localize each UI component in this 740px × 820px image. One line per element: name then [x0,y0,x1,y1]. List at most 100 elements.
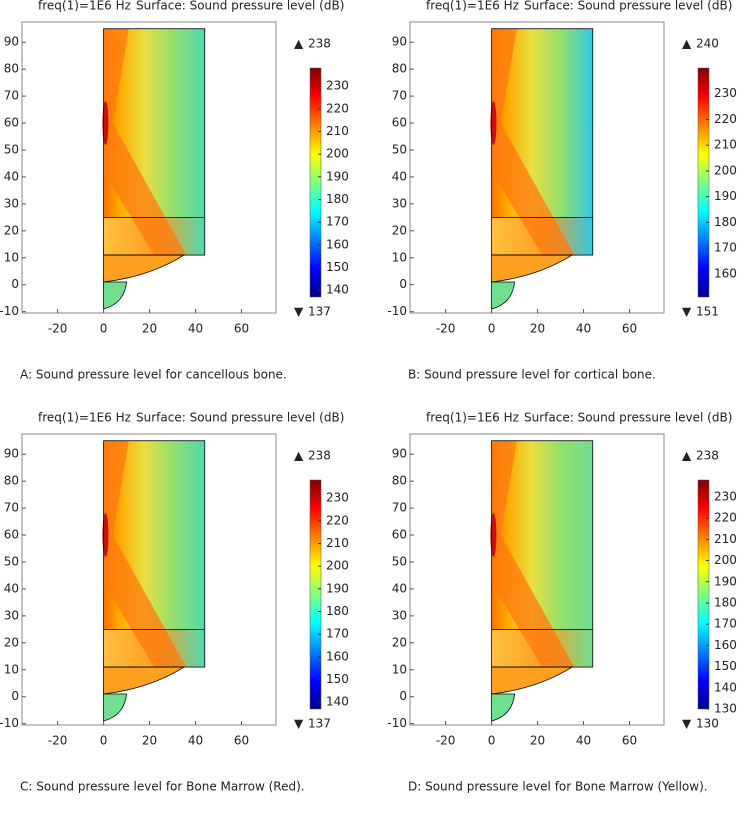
transducer-region [103,254,186,283]
y-tick-label: 70 [4,501,19,515]
field-beam [103,440,187,668]
max-glyph: ▲ [682,37,692,51]
colorbar-tick-label: 230 [326,79,349,93]
colorbar-tick-label: 200 [326,147,349,161]
colorbar-tick-label: 170 [326,215,349,229]
colorbar-tick-label: 200 [714,553,737,567]
y-tick-label: 40 [4,581,19,595]
y-tick-label: 60 [392,116,407,130]
y-tick-label: 80 [392,62,407,76]
x-tick-label: -20 [48,734,68,748]
colorbar-tick-label: 180 [326,604,349,618]
caption: C: Sound pressure level for Bone Marrow … [20,780,305,794]
x-tick-label: 60 [234,322,249,336]
y-tick-label: -10 [387,304,407,318]
y-tick-label: 20 [4,223,19,237]
colorbar-tick-label: 230 [714,489,737,503]
x-tick-label: 40 [576,322,591,336]
min-glyph: ▼ [294,305,304,319]
panel: freq(1)=1E6 Hz Surface: Sound pressure le… [0,0,349,382]
colorbar-tick-label: 140 [714,680,737,694]
y-tick-label: 60 [4,116,19,130]
plot-subtitle: Surface: Sound pressure level (dB) [136,411,344,425]
y-tick-label: 30 [392,196,407,210]
y-tick-label: 30 [4,196,19,210]
plot-subtitle: Surface: Sound pressure level (dB) [524,411,732,425]
transducer-region [491,254,574,283]
y-tick-label: 80 [392,474,407,488]
colorbar-tick-label: 160 [326,237,349,251]
max-value: 238 [308,37,331,51]
plot-subtitle: Surface: Sound pressure level (dB) [136,0,344,13]
plot-subtitle: Surface: Sound pressure level (dB) [524,0,732,13]
colorbar-tick-label: 200 [714,163,737,177]
x-tick-label: -20 [436,734,456,748]
caption: B: Sound pressure level for cortical bon… [408,368,656,382]
x-tick-label: -20 [436,322,456,336]
y-tick-label: 50 [4,142,19,156]
x-tick-label: 20 [530,734,545,748]
plot-frame [21,433,277,726]
y-tick-label: 20 [392,223,407,237]
caption: D: Sound pressure level for Bone Marrow … [408,780,708,794]
colorbar-tick-label: 210 [326,536,349,550]
colorbar [309,67,322,298]
y-tick-label: -10 [387,716,407,730]
colorbar-tick-label: 150 [326,672,349,686]
colorbar-tick-label: 170 [714,241,737,255]
max-glyph: ▲ [682,449,692,463]
y-tick-label: 30 [392,608,407,622]
colorbar-tick-label: 150 [326,260,349,274]
y-tick-label: 10 [4,250,19,264]
colorbar-tick-label: 170 [714,617,737,631]
field-beam [491,440,575,668]
max-value: 240 [696,37,719,51]
y-tick-label: 60 [4,528,19,542]
y-tick-label: 90 [4,35,19,49]
x-tick-label: 20 [142,322,157,336]
x-tick-label: 60 [234,734,249,748]
plot-title: freq(1)=1E6 Hz [38,411,131,425]
colorbar-tick-label: 230 [326,491,349,505]
min-glyph: ▼ [682,717,692,731]
lens-region [103,281,128,310]
plot-title: freq(1)=1E6 Hz [426,411,519,425]
x-tick-label: 60 [622,322,637,336]
y-tick-label: -10 [0,304,19,318]
min-glyph: ▼ [294,717,304,731]
colorbar [697,67,710,298]
domain-outline [491,28,594,256]
colorbar-tick-label: 190 [326,169,349,183]
y-tick-label: 40 [4,169,19,183]
colorbar-tick-label: 140 [326,283,349,297]
colorbar-tick-label: 220 [714,511,737,525]
x-tick-label: 40 [576,734,591,748]
colorbar-tick-label: 230 [714,86,737,100]
x-tick-label: 0 [100,322,108,336]
max-value: 238 [696,449,719,463]
y-tick-label: 30 [4,608,19,622]
colorbar-tick-label: 180 [714,215,737,229]
lens-region [491,281,516,310]
y-tick-label: 90 [392,35,407,49]
colorbar [309,479,322,710]
colorbar-tick-label: 180 [326,192,349,206]
colorbar-tick-label: 210 [326,124,349,138]
domain-outline [103,28,206,256]
x-tick-label: 20 [142,734,157,748]
field-beam [491,28,575,256]
x-tick-label: 0 [488,734,496,748]
transducer-region [491,666,574,695]
domain-outline [491,440,594,668]
domain-outline [103,440,206,668]
y-tick-label: 40 [392,581,407,595]
y-tick-label: 40 [392,169,407,183]
y-tick-label: 0 [399,689,407,703]
colorbar [697,479,710,710]
y-tick-label: 70 [392,501,407,515]
colorbar-tick-label: 190 [714,574,737,588]
caption: A: Sound pressure level for cancellous b… [20,368,287,382]
colorbar-tick-label: 210 [714,138,737,152]
colorbar-tick-label: 200 [326,559,349,573]
plot-title: freq(1)=1E6 Hz [38,0,131,13]
